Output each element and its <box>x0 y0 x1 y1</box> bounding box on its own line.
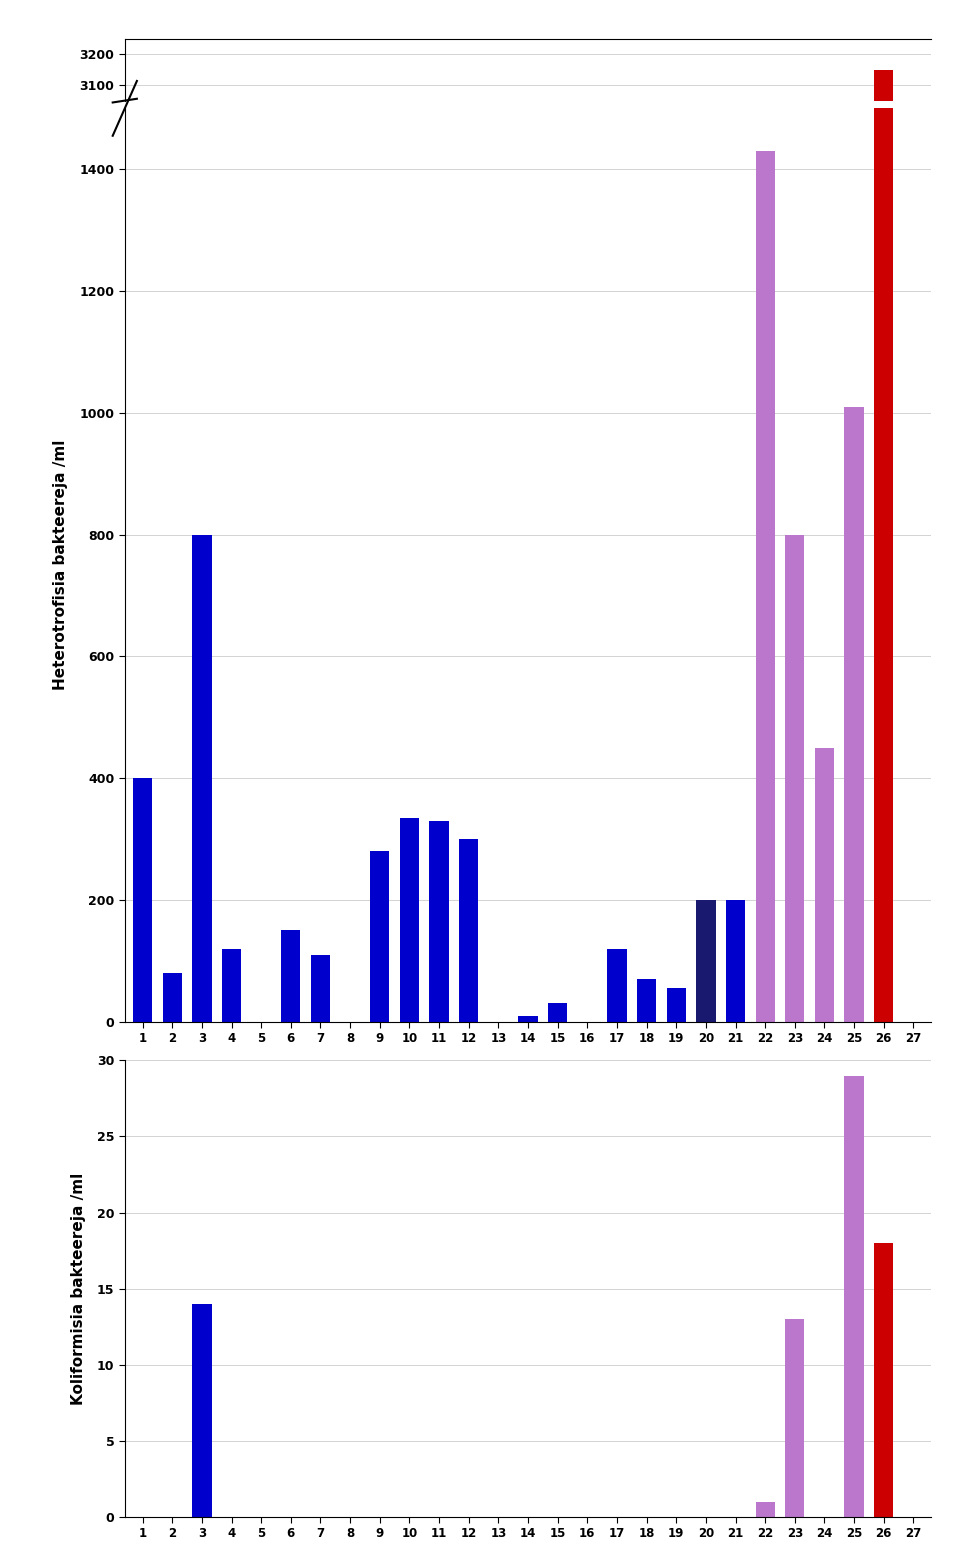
Bar <box>311 955 330 1022</box>
Bar <box>875 108 894 1022</box>
Bar <box>666 988 685 1022</box>
Bar <box>726 899 745 1022</box>
Y-axis label: Koliformisia bakteereja /ml: Koliformisia bakteereja /ml <box>71 1172 85 1406</box>
Bar <box>608 949 627 1022</box>
Y-axis label: Heterotrofisia bakteereja /ml: Heterotrofisia bakteereja /ml <box>53 440 68 690</box>
Bar <box>192 1303 211 1517</box>
Bar <box>785 534 804 1022</box>
Bar <box>459 839 478 1022</box>
Bar <box>756 152 775 1022</box>
Bar <box>756 1502 775 1517</box>
Bar <box>845 1076 864 1517</box>
Bar <box>845 407 864 1022</box>
Bar <box>785 1319 804 1517</box>
Bar <box>875 1243 894 1517</box>
Bar <box>222 949 241 1022</box>
Bar <box>518 1015 538 1022</box>
Bar <box>132 779 153 1022</box>
Bar <box>192 534 211 1022</box>
Bar <box>548 1003 567 1022</box>
Bar <box>815 748 834 1022</box>
Bar <box>636 978 657 1022</box>
Bar <box>429 820 448 1022</box>
Bar <box>371 851 390 1022</box>
Bar <box>399 817 420 1022</box>
Bar <box>696 899 715 1022</box>
Bar <box>875 70 894 101</box>
Bar <box>281 930 300 1022</box>
Bar <box>162 974 181 1022</box>
